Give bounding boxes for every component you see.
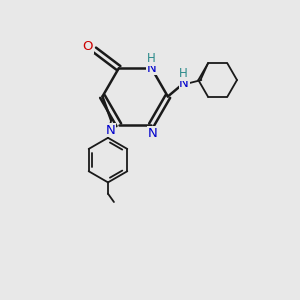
Text: H: H	[179, 67, 188, 80]
Text: H: H	[146, 52, 155, 65]
Text: N: N	[179, 76, 189, 90]
Text: N: N	[148, 127, 158, 140]
Text: N: N	[147, 62, 156, 75]
Text: N: N	[106, 124, 115, 137]
Text: O: O	[82, 40, 93, 53]
